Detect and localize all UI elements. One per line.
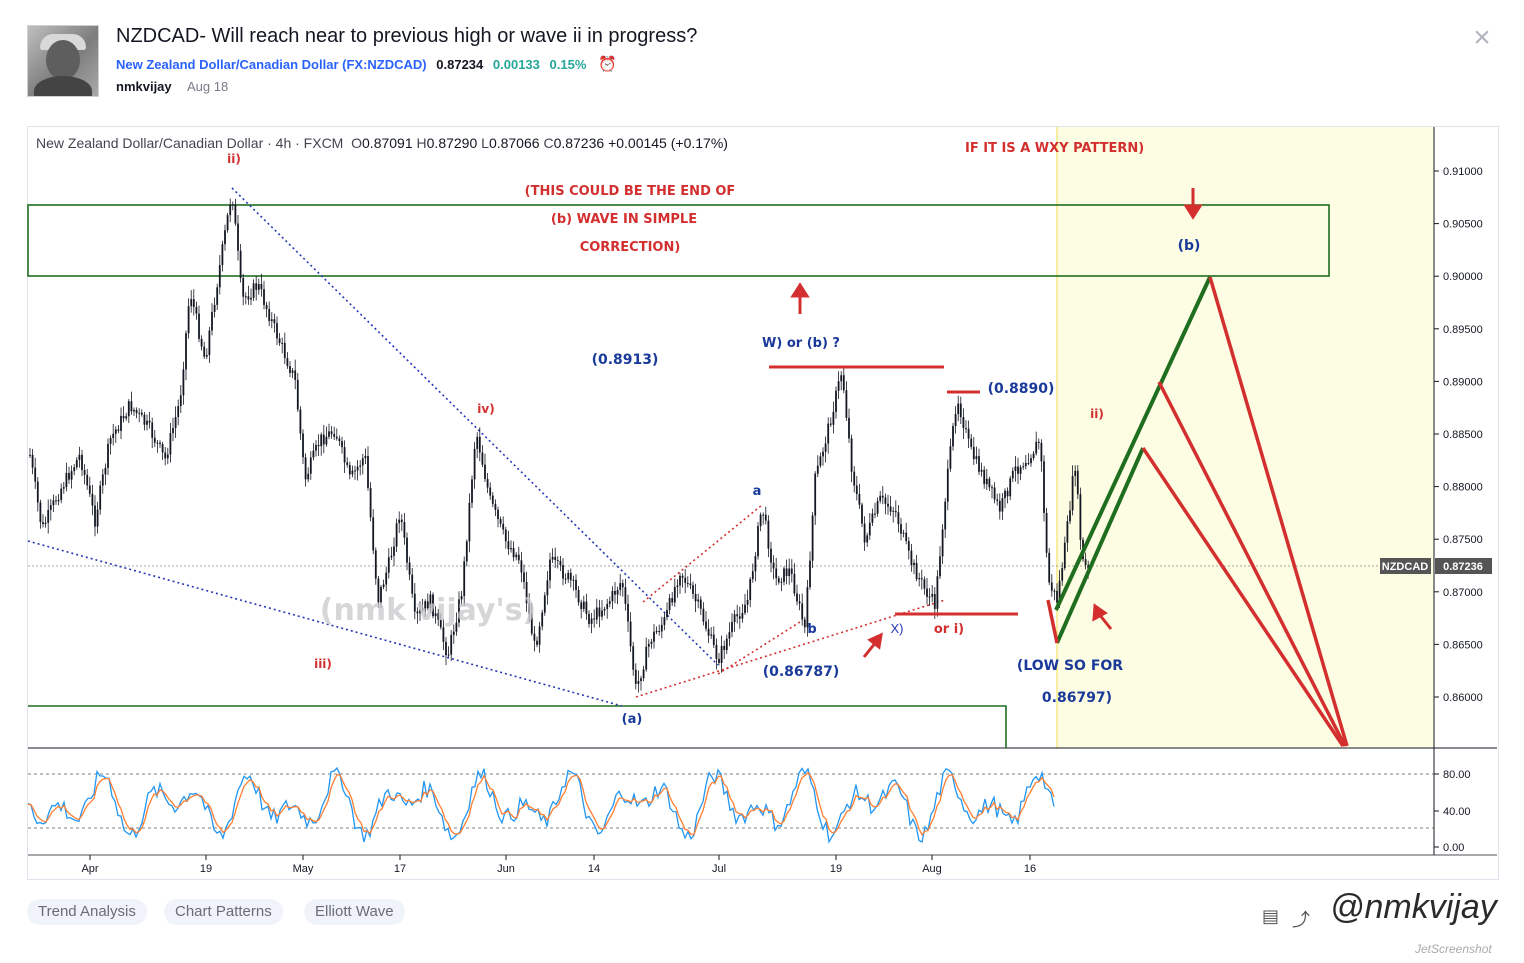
- screenshot-watermark: JetScreenshot: [1415, 942, 1492, 956]
- tag-elliott-wave[interactable]: Elliott Wave: [304, 899, 405, 925]
- alarm-clock-icon[interactable]: ⏰: [598, 56, 617, 73]
- legend-title: New Zealand Dollar/Canadian Dollar · 4h …: [36, 135, 344, 151]
- legend-low: 0.87066: [488, 135, 540, 151]
- symbol-price: 0.87234: [436, 57, 484, 72]
- legend-h-label: H: [416, 135, 427, 151]
- symbol-change-pct: 0.15%: [549, 57, 587, 72]
- symbol-code-link[interactable]: FX:NZDCAD: [346, 57, 423, 72]
- legend-high: 0.87290: [426, 135, 478, 151]
- symbol-code-open: (: [342, 57, 347, 72]
- symbol-code-close: ): [422, 57, 427, 72]
- idea-title: NZDCAD- Will reach near to previous high…: [116, 25, 698, 47]
- author-avatar[interactable]: [27, 25, 99, 97]
- tag-trend-analysis[interactable]: Trend Analysis: [27, 899, 147, 925]
- chart-legend: New Zealand Dollar/Canadian Dollar · 4h …: [36, 135, 728, 151]
- legend-change: +0.00145 (+0.17%): [608, 135, 728, 151]
- legend-o-label: O: [351, 135, 363, 151]
- symbol-line: New Zealand Dollar/Canadian Dollar (FX:N…: [116, 55, 617, 73]
- symbol-name-link[interactable]: New Zealand Dollar/Canadian Dollar: [116, 57, 339, 72]
- symbol-change: 0.00133: [492, 57, 540, 72]
- close-icon[interactable]: ×: [1473, 21, 1491, 54]
- tag-chart-patterns[interactable]: Chart Patterns: [164, 899, 283, 925]
- author-name[interactable]: nmkvijay: [116, 79, 172, 94]
- publish-date: Aug 18: [187, 79, 229, 94]
- legend-l-label: L: [481, 135, 489, 151]
- legend-open: 0.87091: [362, 135, 413, 151]
- chart-frame: [27, 126, 1499, 880]
- author-handle-watermark: @nmkvijay: [1330, 888, 1497, 926]
- legend-c-label: C: [543, 135, 554, 151]
- share-icon[interactable]: ⤴: [1292, 910, 1310, 930]
- legend-close: 0.87236: [553, 135, 605, 151]
- comment-icon[interactable]: ▤: [1262, 906, 1280, 926]
